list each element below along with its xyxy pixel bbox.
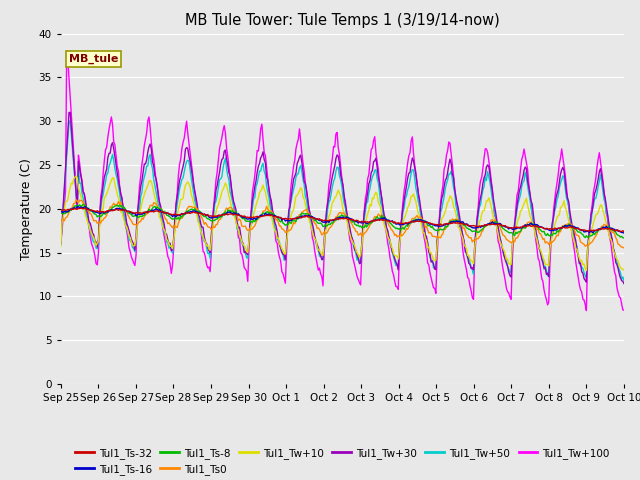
Tul1_Tw+30 <box>620 281 628 287</box>
Tul1_Ts-8 <box>79 202 87 207</box>
Tul1_Tw+10 <box>57 243 65 249</box>
Tul1_Ts-16 <box>570 224 577 229</box>
Tul1_Tw+10 <box>620 267 628 273</box>
Line: Tul1_Tw+100: Tul1_Tw+100 <box>61 51 624 311</box>
Line: Tul1_Ts-8: Tul1_Ts-8 <box>61 204 624 238</box>
Tul1_Tw+100 <box>57 241 65 247</box>
Tul1_Tw+10 <box>582 268 590 274</box>
Tul1_Tw+30 <box>57 241 65 247</box>
Tul1_Ts-16 <box>472 225 480 231</box>
Tul1_Ts0 <box>234 214 241 219</box>
Tul1_Tw+100 <box>234 223 241 228</box>
Tul1_Tw+50 <box>57 241 65 247</box>
Tul1_Tw+100 <box>570 241 577 247</box>
Tul1_Ts0 <box>620 245 628 251</box>
Tul1_Ts-32 <box>620 228 628 234</box>
Tul1_Tw+10 <box>72 173 80 179</box>
Line: Tul1_Tw+50: Tul1_Tw+50 <box>61 121 624 281</box>
Tul1_Ts-8 <box>234 211 241 217</box>
Title: MB Tule Tower: Tule Temps 1 (3/19/14-now): MB Tule Tower: Tule Temps 1 (3/19/14-now… <box>185 13 500 28</box>
Tul1_Ts-32 <box>400 221 408 227</box>
Tul1_Ts-8 <box>296 215 303 221</box>
Tul1_Tw+100 <box>620 307 628 313</box>
Tul1_Ts-8 <box>57 211 65 216</box>
Line: Tul1_Ts-16: Tul1_Ts-16 <box>61 206 624 233</box>
Tul1_Tw+50 <box>296 165 303 171</box>
Tul1_Ts-8 <box>472 229 480 235</box>
Tul1_Ts-8 <box>620 235 628 241</box>
Tul1_Tw+100 <box>400 188 408 193</box>
Tul1_Ts0 <box>472 236 480 242</box>
Tul1_Ts0 <box>373 214 381 220</box>
Tul1_Ts-8 <box>373 214 381 219</box>
Tul1_Tw+50 <box>373 176 381 181</box>
Tul1_Tw+100 <box>63 48 70 54</box>
Tul1_Ts-16 <box>57 208 65 214</box>
Tul1_Ts-32 <box>373 217 381 223</box>
Tul1_Ts-32 <box>57 207 65 213</box>
Tul1_Tw+100 <box>472 238 480 243</box>
Line: Tul1_Ts0: Tul1_Ts0 <box>61 200 624 248</box>
Tul1_Ts-32 <box>472 223 480 229</box>
Tul1_Tw+50 <box>234 226 241 232</box>
Y-axis label: Temperature (C): Temperature (C) <box>20 158 33 260</box>
Tul1_Tw+100 <box>296 126 303 132</box>
Legend: Tul1_Ts-32, Tul1_Ts-16, Tul1_Ts-8, Tul1_Ts0, Tul1_Tw+10, Tul1_Tw+30, Tul1_Tw+50,: Tul1_Ts-32, Tul1_Ts-16, Tul1_Ts-8, Tul1_… <box>70 444 614 479</box>
Tul1_Ts-16 <box>373 217 381 223</box>
Tul1_Tw+30 <box>373 163 381 169</box>
Tul1_Tw+30 <box>472 228 480 234</box>
Tul1_Ts0 <box>400 230 408 236</box>
Tul1_Tw+10 <box>373 192 381 197</box>
Tul1_Tw+100 <box>373 158 381 164</box>
Tul1_Ts-8 <box>570 226 577 231</box>
Tul1_Ts-8 <box>400 227 408 232</box>
Tul1_Tw+50 <box>65 118 73 124</box>
Tul1_Tw+30 <box>400 197 408 203</box>
Tul1_Tw+50 <box>620 278 628 284</box>
Tul1_Tw+10 <box>296 188 303 194</box>
Tul1_Ts0 <box>570 226 577 232</box>
Tul1_Ts0 <box>296 212 303 217</box>
Tul1_Ts-32 <box>81 205 88 211</box>
Tul1_Tw+10 <box>234 223 241 229</box>
Tul1_Ts-16 <box>620 230 628 236</box>
Tul1_Ts-16 <box>74 204 81 209</box>
Tul1_Ts-16 <box>296 214 303 220</box>
Tul1_Ts-16 <box>234 212 241 218</box>
Text: MB_tule: MB_tule <box>69 54 118 64</box>
Tul1_Tw+50 <box>570 231 577 237</box>
Tul1_Ts-32 <box>570 224 577 230</box>
Tul1_Tw+50 <box>472 227 480 233</box>
Tul1_Tw+10 <box>570 236 577 242</box>
Tul1_Tw+10 <box>400 216 408 221</box>
Tul1_Ts0 <box>57 217 65 223</box>
Tul1_Tw+50 <box>400 205 408 211</box>
Tul1_Tw+100 <box>582 308 590 313</box>
Tul1_Ts-16 <box>400 221 408 227</box>
Tul1_Tw+30 <box>570 226 577 232</box>
Tul1_Ts-32 <box>234 212 241 217</box>
Tul1_Ts-32 <box>296 215 303 220</box>
Tul1_Ts0 <box>72 197 80 203</box>
Tul1_Tw+30 <box>296 154 303 160</box>
Line: Tul1_Tw+30: Tul1_Tw+30 <box>61 112 624 284</box>
Tul1_Tw+10 <box>472 236 480 241</box>
Tul1_Tw+30 <box>234 219 241 225</box>
Line: Tul1_Ts-32: Tul1_Ts-32 <box>61 208 624 231</box>
Line: Tul1_Tw+10: Tul1_Tw+10 <box>61 176 624 271</box>
Tul1_Tw+30 <box>65 109 73 115</box>
